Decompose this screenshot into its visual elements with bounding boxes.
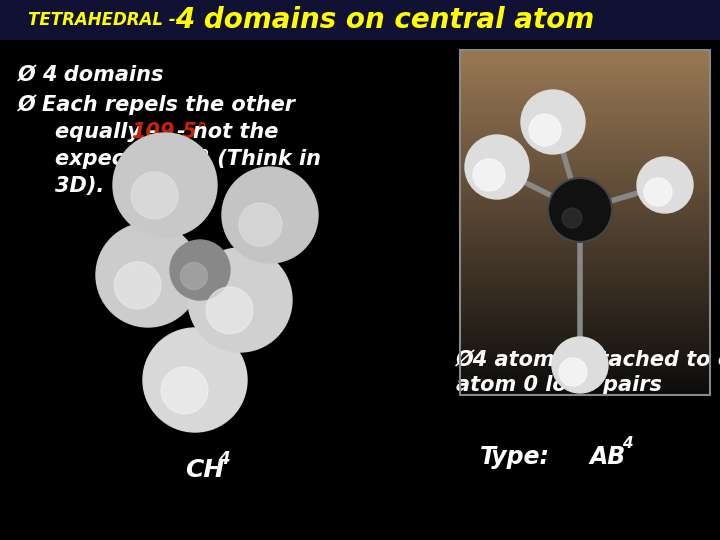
Text: 4: 4 xyxy=(622,436,633,451)
Circle shape xyxy=(521,90,585,154)
Text: Ø: Ø xyxy=(18,65,36,85)
Text: expected 90° (Think in: expected 90° (Think in xyxy=(55,149,321,169)
Circle shape xyxy=(559,358,587,386)
Circle shape xyxy=(637,157,693,213)
Text: CH: CH xyxy=(185,458,224,482)
Text: Type:: Type: xyxy=(480,445,550,469)
Text: TETRAHEDRAL --: TETRAHEDRAL -- xyxy=(28,11,182,29)
Circle shape xyxy=(548,178,612,242)
Circle shape xyxy=(114,262,161,309)
Text: 4: 4 xyxy=(218,450,230,468)
Text: Ø: Ø xyxy=(18,95,36,115)
Circle shape xyxy=(96,223,200,327)
Circle shape xyxy=(181,262,207,289)
Circle shape xyxy=(529,114,561,146)
Bar xyxy=(460,50,710,395)
Text: 4 domains on central atom: 4 domains on central atom xyxy=(175,6,594,34)
Circle shape xyxy=(170,240,230,300)
Text: 109.5°: 109.5° xyxy=(131,122,207,142)
Circle shape xyxy=(239,203,282,246)
Circle shape xyxy=(161,367,208,414)
Text: atom 0 lone pairs: atom 0 lone pairs xyxy=(456,375,662,395)
Text: Each repels the other: Each repels the other xyxy=(42,95,295,115)
Text: Ø4 atoms attached to center: Ø4 atoms attached to center xyxy=(456,350,720,370)
FancyBboxPatch shape xyxy=(0,0,720,40)
Circle shape xyxy=(465,135,529,199)
Text: - not the: - not the xyxy=(177,122,279,142)
Circle shape xyxy=(473,159,505,191)
Text: 3D).: 3D). xyxy=(55,176,104,196)
Circle shape xyxy=(644,178,672,206)
Circle shape xyxy=(222,167,318,263)
Circle shape xyxy=(552,337,608,393)
Circle shape xyxy=(113,133,217,237)
Circle shape xyxy=(562,208,582,228)
Circle shape xyxy=(188,248,292,352)
Text: AB: AB xyxy=(590,445,626,469)
Circle shape xyxy=(206,287,253,334)
Text: 4 domains: 4 domains xyxy=(42,65,163,85)
Circle shape xyxy=(131,172,178,219)
Text: equally -: equally - xyxy=(55,122,164,142)
Circle shape xyxy=(143,328,247,432)
